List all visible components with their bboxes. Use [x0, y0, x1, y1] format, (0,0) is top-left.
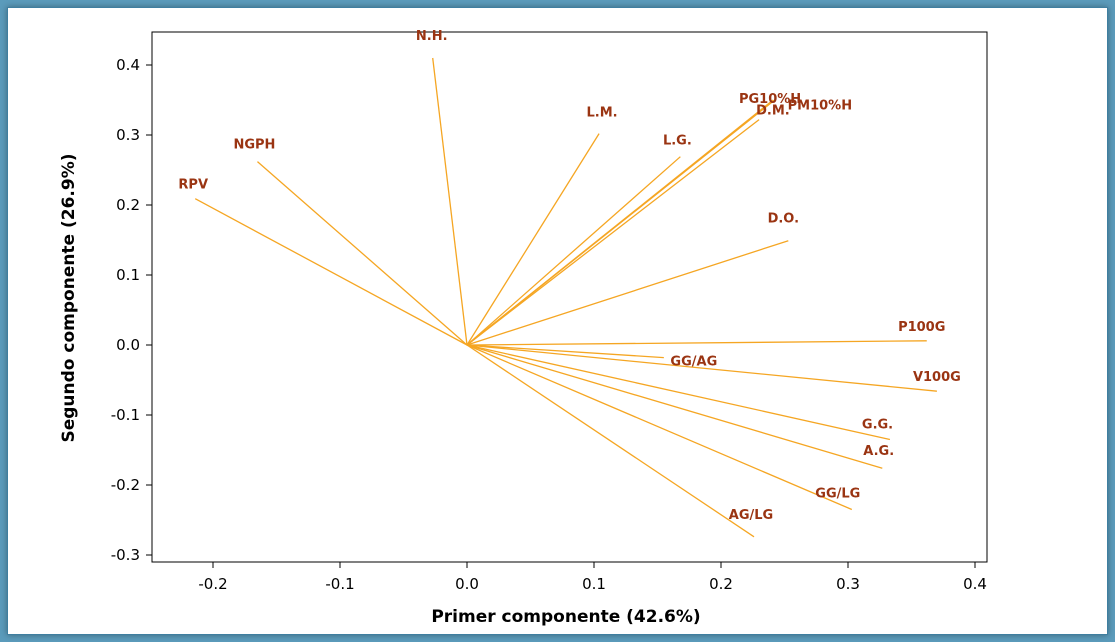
- y-tick-label: 0.3: [116, 126, 140, 144]
- y-tick-label: -0.2: [111, 476, 140, 494]
- vector-line-g-g-: [466, 344, 891, 441]
- vector-label-pm10-h: PM10%H: [788, 98, 852, 113]
- x-tick-label: 0.4: [963, 575, 987, 593]
- y-ticks-group: -0.3 -0.2 -0.1 0.0 0.1 0.2 0.3 0.4: [111, 56, 152, 564]
- vector-line-rpv: [194, 198, 468, 346]
- vector-line-ngph: [257, 161, 468, 346]
- vectors-group: [194, 57, 937, 538]
- y-tick-label: 0.1: [116, 266, 140, 284]
- vector-label-l-m-: L.M.: [587, 106, 618, 121]
- vector-label-n-h-: N.H.: [416, 29, 448, 44]
- y-tick-label: 0.0: [116, 336, 140, 354]
- vector-line-gg-ag: [466, 344, 664, 359]
- vector-line-a-g-: [466, 344, 883, 469]
- y-tick-label: 0.2: [116, 196, 140, 214]
- vector-label-ag-lg: AG/LG: [729, 508, 773, 523]
- vector-line-l-m-: [466, 133, 600, 346]
- y-tick-label: -0.3: [111, 546, 140, 564]
- vector-label-gg-ag: GG/AG: [670, 355, 717, 370]
- vector-line-ag-lg: [466, 344, 755, 538]
- x-tick-label: 0.3: [836, 575, 860, 593]
- vector-label-rpv: RPV: [178, 178, 208, 193]
- vector-label-v100g: V100G: [913, 370, 961, 385]
- vector-line-n-h-: [432, 57, 468, 346]
- vector-label-d-m-: D.M.: [756, 104, 790, 119]
- y-axis-title: Segundo componente (26.9%): [59, 153, 79, 442]
- vector-line-d-o-: [466, 240, 789, 346]
- x-axis-title: Primer componente (42.6%): [431, 607, 700, 627]
- vector-label-gg-lg: GG/LG: [815, 487, 860, 502]
- x-tick-label: -0.2: [198, 575, 227, 593]
- vector-line-l-g-: [466, 156, 681, 346]
- x-ticks-group: -0.2 -0.1 0.0 0.1 0.2 0.3 0.4: [198, 562, 987, 593]
- x-tick-label: 0.1: [582, 575, 606, 593]
- vector-line-v100g: [466, 344, 937, 392]
- plot-area: [151, 31, 988, 563]
- vector-line-pm10-h: [466, 98, 777, 346]
- vector-line-gg-lg: [466, 344, 853, 511]
- vector-label-ngph: NGPH: [233, 138, 275, 153]
- x-tick-label: 0.2: [709, 575, 733, 593]
- vector-label-pg10-h: PG10%H: [739, 92, 801, 107]
- vector-label-l-g-: L.G.: [663, 134, 692, 149]
- x-tick-label: -0.1: [325, 575, 354, 593]
- vector-line-d-m-: [466, 119, 760, 346]
- vector-label-g-g-: G.G.: [862, 418, 893, 433]
- vector-line-p100g: [466, 340, 927, 346]
- y-tick-label: 0.4: [116, 56, 140, 74]
- vector-label-a-g-: A.G.: [863, 444, 894, 459]
- vector-label-p100g: P100G: [898, 320, 945, 335]
- vector-label-d-o-: D.O.: [768, 212, 799, 227]
- x-tick-label: 0.0: [455, 575, 479, 593]
- y-tick-label: -0.1: [111, 406, 140, 424]
